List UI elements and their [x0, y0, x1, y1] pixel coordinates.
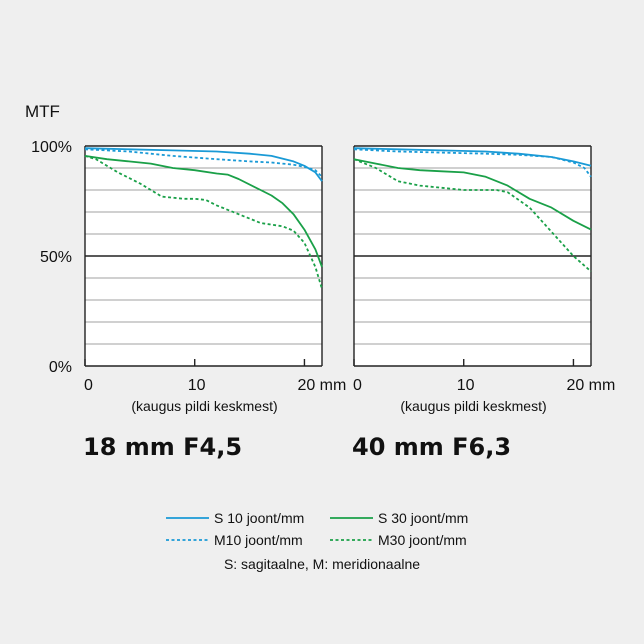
series-line [84, 148, 323, 178]
x-tick-label: 0 [84, 377, 93, 394]
x-tick-label: 10 [188, 377, 206, 394]
x-tick-label: 10 [457, 377, 475, 394]
y-tick-label: 0% [49, 359, 72, 376]
legend-label: M30 joont/mm [378, 532, 467, 548]
x-axis-label: (kaugus pildi keskmest) [400, 398, 546, 414]
series-line [353, 158, 592, 273]
y-tick-label: 100% [31, 139, 72, 156]
legend-label: S 30 joont/mm [378, 510, 468, 526]
x-tick-label: 20 mm [566, 377, 615, 394]
chart-title: 40 mm F6,3 [352, 433, 511, 461]
legend-label: M10 joont/mm [214, 532, 303, 548]
series-line [84, 155, 323, 290]
chart-40mm: 0 10 20 mm (kaugus pildi keskmest) 40 mm F6,… [352, 145, 615, 461]
legend-note: S: sagitaalne, M: meridionaalne [224, 556, 420, 572]
chart-18mm: 0% 50% 100% 0 10 20 mm (kaugus pildi keskmest)… [31, 139, 346, 461]
x-tick-label: 0 [353, 377, 362, 394]
chart-title: 18 mm F4,5 [83, 433, 242, 461]
legend: S 10 joont/mm S 30 joont/mm M10 joont/mm M3… [166, 510, 468, 572]
series-line [353, 148, 592, 178]
series-line [84, 155, 323, 268]
y-tick-label: 50% [40, 249, 72, 266]
x-tick-label: 20 mm [297, 377, 346, 394]
x-axis-label: (kaugus pildi keskmest) [131, 398, 277, 414]
y-axis-label: MTF [25, 102, 60, 121]
series-line [353, 158, 592, 231]
legend-label: S 10 joont/mm [214, 510, 304, 526]
